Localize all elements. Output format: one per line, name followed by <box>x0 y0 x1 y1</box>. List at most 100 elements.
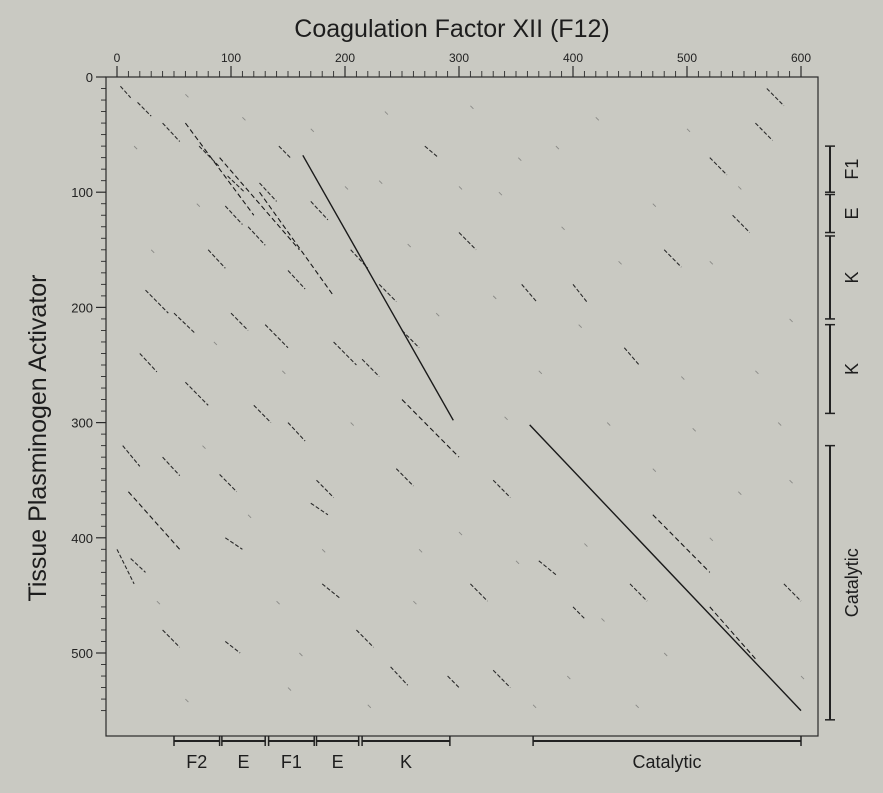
speckle-30 <box>196 203 201 208</box>
similarity-segment-22 <box>185 381 209 406</box>
speckle-25 <box>566 675 571 680</box>
similarity-segment-48 <box>709 157 728 176</box>
similarity-segment-11 <box>287 270 306 290</box>
similarity-segment-25 <box>122 445 141 467</box>
speckle-7 <box>686 128 691 133</box>
x-domain-label-0: F2 <box>186 752 207 772</box>
similarity-segment-1 <box>137 101 152 117</box>
speckle-56 <box>213 341 218 346</box>
speckle-45 <box>555 145 560 150</box>
speckle-23 <box>287 687 292 691</box>
similarity-segment-20 <box>401 330 420 349</box>
speckle-19 <box>515 560 520 565</box>
plot-frame <box>105 76 819 737</box>
y-domain-label-1: E <box>842 208 862 220</box>
y-tick-label-500: 500 <box>71 646 93 661</box>
similarity-segment-39 <box>492 669 511 688</box>
diagonal-run-8 <box>127 491 181 550</box>
diagonal-run-4 <box>184 122 255 216</box>
similarity-segment-34 <box>321 583 340 599</box>
y-domain-label-2: K <box>842 271 862 283</box>
speckle-9 <box>652 203 657 208</box>
speckle-38 <box>418 549 423 553</box>
speckle-35 <box>247 514 252 519</box>
speckle-48 <box>504 416 508 421</box>
diagonal-run-2 <box>259 191 335 297</box>
speckle-33 <box>281 370 286 375</box>
diagonal-run-3 <box>219 157 300 251</box>
speckle-43 <box>618 261 622 265</box>
similarity-segment-7 <box>224 205 243 225</box>
speckle-22 <box>185 698 189 703</box>
speckle-54 <box>498 191 503 196</box>
similarity-segment-19 <box>378 283 397 303</box>
speckle-52 <box>532 704 537 709</box>
similarity-segment-56 <box>447 675 460 688</box>
similarity-segment-46 <box>766 88 785 107</box>
similarity-segment-31 <box>116 549 135 585</box>
similarity-segment-21 <box>139 353 158 373</box>
speckle-12 <box>435 312 440 317</box>
similarity-segment-13 <box>145 289 169 314</box>
x-axis-top: 0 100 200 300 400 500 600 <box>114 51 811 77</box>
similarity-segment-51 <box>538 560 557 576</box>
similarity-segment-8 <box>247 226 266 246</box>
similarity-segment-36 <box>356 629 374 648</box>
x-domain-label-5: Catalytic <box>633 752 702 772</box>
similarity-segment-37 <box>390 666 409 686</box>
speckle-6 <box>595 117 600 121</box>
similarity-segment-55 <box>521 284 537 302</box>
speckle-24 <box>367 704 372 709</box>
similarity-segment-0 <box>120 85 132 99</box>
similarity-segment-16 <box>264 324 289 349</box>
y-axis-title-text: Tissue Plasminogen Activator <box>24 274 52 601</box>
speckle-39 <box>663 652 668 657</box>
speckle-29 <box>584 543 588 547</box>
diagonal-run-5 <box>401 399 460 458</box>
speckle-26 <box>635 704 640 709</box>
y-domain-label-4: Catalytic <box>842 548 862 617</box>
x-domain-annotations: F2 E F1 E K Catalytic <box>173 736 802 772</box>
similarity-segment-28 <box>316 479 334 498</box>
y-domain-label-3: K <box>842 363 862 375</box>
similarity-segment-43 <box>623 347 640 366</box>
similarity-segment-3 <box>198 145 220 168</box>
similarity-segment-35 <box>310 502 329 516</box>
diagonal-run-0 <box>302 154 454 421</box>
diagonal-run-6 <box>709 606 756 660</box>
similarity-segment-40 <box>162 629 181 648</box>
similarity-segment-9 <box>310 201 329 221</box>
y-tick-label-0: 0 <box>86 70 93 85</box>
y-domain-label-0: F1 <box>842 159 862 180</box>
similarity-segment-18 <box>361 358 380 377</box>
x-domain-label-4: K <box>400 752 412 772</box>
speckle-0 <box>185 93 189 98</box>
speckle-49 <box>202 445 206 449</box>
x-domain-label-1: E <box>238 752 250 772</box>
speckle-57 <box>378 180 383 184</box>
speckle-14 <box>606 422 611 426</box>
x-tick-label-300: 300 <box>449 51 469 65</box>
speckle-41 <box>755 370 759 375</box>
speckle-layer <box>133 93 805 709</box>
similarity-segment-44 <box>572 606 585 619</box>
speckle-59 <box>652 468 657 472</box>
similarity-segment-49 <box>732 214 751 233</box>
speckle-44 <box>709 261 714 265</box>
speckle-17 <box>789 318 793 323</box>
similarity-segment-5 <box>259 182 278 202</box>
similarity-segment-4 <box>227 175 246 193</box>
similarity-segment-27 <box>219 474 238 493</box>
y-axis-title: Tissue Plasminogen Activator <box>24 274 52 601</box>
diagonal-run-7 <box>652 514 711 573</box>
similarity-segment-38 <box>470 583 488 602</box>
speckle-28 <box>789 479 793 484</box>
y-tick-label-300: 300 <box>71 416 93 431</box>
speckle-20 <box>413 600 417 605</box>
similarity-segment-53 <box>424 145 439 159</box>
similarity-segment-26 <box>162 456 181 476</box>
chart-title-text: Coagulation Factor XII (F12) <box>294 15 609 43</box>
similarity-segment-14 <box>173 312 195 334</box>
similarity-segment-6 <box>278 145 291 159</box>
speckle-37 <box>321 549 326 553</box>
